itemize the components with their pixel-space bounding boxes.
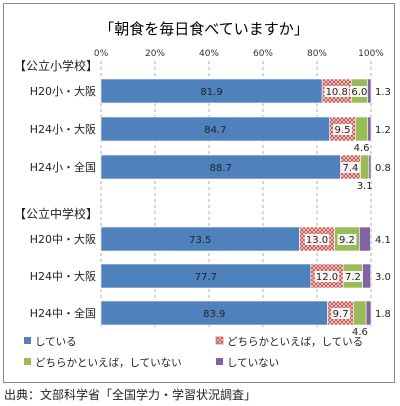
data-label: 4.6 (354, 143, 370, 154)
bar-segment (100, 78, 323, 104)
data-label: 3.1 (357, 181, 373, 192)
bar-segment (362, 263, 372, 289)
data-label: 4.6 (352, 327, 368, 338)
x-tick-label: 0% (94, 49, 109, 59)
data-label: 3.0 (375, 272, 391, 283)
bar-segment (100, 226, 300, 252)
x-axis-ticks: 0% 20% 40% 60% 80% 100% (94, 49, 384, 59)
bar-segment (100, 116, 330, 142)
x-tick-label: 100% (358, 49, 384, 59)
source-note: 出典：文部科学省「全国学力・学習状況調査」 (4, 388, 257, 402)
data-label: 0.8 (375, 163, 391, 174)
bar-segment (359, 226, 371, 252)
legend-swatch (215, 336, 224, 345)
data-label: 77.7 (195, 272, 217, 283)
data-label: 81.9 (200, 87, 222, 98)
gridlines (100, 61, 372, 327)
data-label: 83.9 (203, 309, 225, 320)
bar-segment (100, 263, 312, 289)
bar-segment (100, 300, 328, 326)
data-label-bg (349, 86, 369, 97)
category-label: H24小・全国 (30, 160, 96, 174)
legend-label: どちらかといえば，している (227, 336, 363, 348)
category-label: H20中・大阪 (30, 232, 96, 246)
group-label: 【公立小学校】 (14, 58, 98, 73)
data-label: 88.7 (210, 163, 232, 174)
x-tick-label: 60% (253, 49, 273, 59)
chart-title: 「朝食を毎日食べていますか」 (99, 20, 308, 38)
data-label: 1.3 (375, 87, 391, 98)
group-label: 【公立中学校】 (14, 206, 98, 221)
bar-segment (365, 300, 372, 326)
bar-segment (367, 78, 372, 104)
category-label: H24中・大阪 (30, 269, 96, 283)
data-label: 7.4 (343, 163, 359, 174)
data-label: 1.8 (375, 309, 391, 320)
data-label-bg (314, 271, 340, 282)
legend-label: どちらかといえば，していない (35, 357, 182, 369)
category-label: H24小・大阪 (30, 122, 96, 136)
category-label: H20小・大阪 (30, 84, 96, 98)
bar-segment (355, 116, 369, 142)
data-label: 10.8 (326, 87, 348, 98)
data-label: 12.0 (316, 272, 338, 283)
data-label: 84.7 (204, 125, 226, 136)
legend-label: していない (227, 357, 279, 369)
data-label: 4.1 (375, 235, 391, 246)
data-label-bg (304, 234, 330, 245)
x-tick-label: 40% (199, 49, 219, 59)
x-tick-label: 20% (145, 49, 165, 59)
data-label-bg (343, 271, 363, 282)
bar-segment (360, 154, 370, 180)
data-label-bg (341, 162, 360, 173)
data-label: 9.7 (333, 309, 349, 320)
x-tick-label: 80% (307, 49, 327, 59)
data-label-bg (337, 234, 357, 245)
chart-frame: 「朝食を毎日食べていますか」 0% 20% 40% 60% 80% 100% 【公立小学校… (3, 3, 395, 383)
data-label: 1.2 (375, 125, 391, 136)
legend-label: している (35, 336, 77, 348)
data-label: 9.2 (339, 235, 355, 246)
legend-swatch (24, 337, 31, 344)
data-label: 6.0 (351, 87, 367, 98)
data-label: 7.2 (345, 272, 361, 283)
legend-swatch (216, 358, 223, 365)
data-label-bg (333, 124, 352, 135)
data-label: 73.5 (189, 235, 211, 246)
data-label-bg (331, 308, 351, 319)
data-label: 9.5 (335, 125, 351, 136)
stacked-bar-chart: 「朝食を毎日食べていますか」 0% 20% 40% 60% 80% 100% 【公立小学校… (14, 20, 391, 369)
data-label: 13.0 (306, 235, 328, 246)
bar-segment (368, 154, 372, 180)
legend-swatch (24, 358, 31, 365)
category-label: H24中・全国 (30, 306, 96, 320)
bar-segment (367, 116, 372, 142)
bar-segment (353, 300, 367, 326)
bar-segment (100, 154, 341, 180)
data-label-bg (324, 86, 349, 97)
group-labels: 【公立小学校】【公立中学校】 (14, 58, 98, 221)
